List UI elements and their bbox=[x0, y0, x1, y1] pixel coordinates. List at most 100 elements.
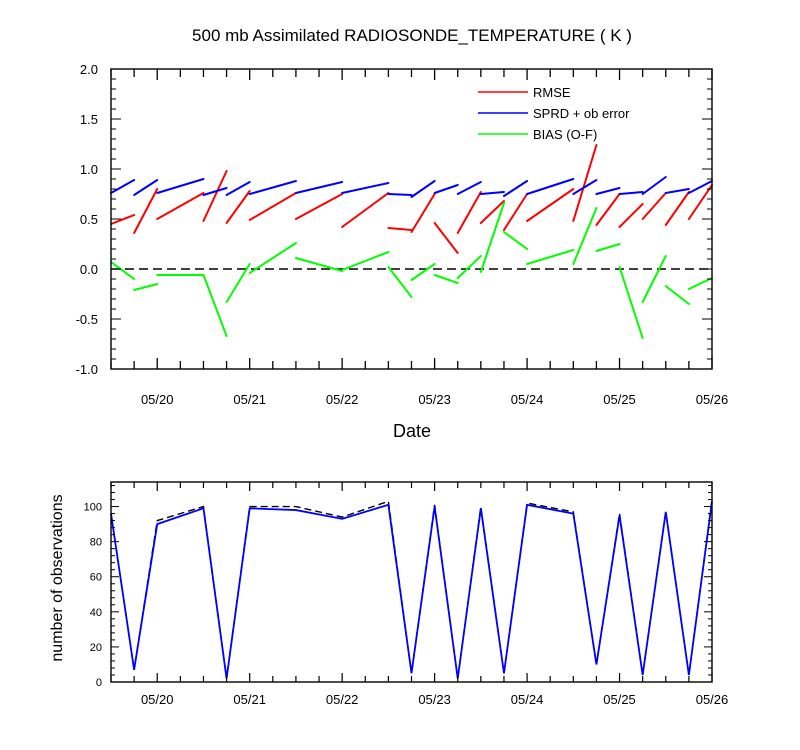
sprd-segment-17 bbox=[618, 191, 644, 195]
bottom-xtick-label: 05/21 bbox=[233, 692, 266, 707]
rmse-segment-5 bbox=[248, 192, 297, 221]
sprd-segment-13 bbox=[502, 180, 529, 197]
bias-segment-16 bbox=[595, 243, 621, 252]
bias-segment-8 bbox=[387, 266, 413, 298]
obs-assimilated-line bbox=[110, 501, 713, 679]
sprd-segment-20 bbox=[687, 180, 713, 194]
rmse-segment-0 bbox=[110, 214, 136, 225]
bottom-xtick-label: 05/26 bbox=[696, 692, 729, 707]
sprd-segment-10 bbox=[433, 184, 459, 194]
bias-segment-4 bbox=[225, 263, 251, 303]
rmse-segment-18 bbox=[641, 192, 667, 220]
bottom-ytick-label: 100 bbox=[84, 502, 102, 514]
bias-segment-0 bbox=[110, 261, 136, 280]
sprd-segment-16 bbox=[595, 187, 621, 195]
rmse-segment-11 bbox=[456, 191, 482, 234]
rmse-segment-15 bbox=[572, 144, 598, 222]
rmse-segment-19 bbox=[664, 191, 690, 226]
bottom-ytick-label: 60 bbox=[90, 572, 102, 584]
bias-segment-15 bbox=[572, 207, 598, 265]
rmse-segment-13 bbox=[502, 193, 529, 231]
top-ytick-label: -1.0 bbox=[76, 362, 98, 377]
top-ytick-label: 0.0 bbox=[80, 262, 98, 277]
bias-segment-10 bbox=[433, 274, 459, 284]
y-axis-label-observations: number of observations bbox=[49, 494, 66, 661]
bottom-xtick-label: 05/22 bbox=[326, 692, 359, 707]
bottom-ytick-label: 0 bbox=[96, 677, 102, 689]
bottom-xtick-label: 05/24 bbox=[511, 692, 544, 707]
bias-segment-3 bbox=[202, 274, 228, 337]
bias-segment-6 bbox=[294, 257, 344, 272]
bias-segment-13 bbox=[502, 231, 529, 250]
bottom-xtick-label: 05/23 bbox=[418, 692, 451, 707]
top-xtick-label: 05/23 bbox=[418, 392, 451, 407]
rmse-segment-9 bbox=[410, 193, 436, 233]
rmse-segment-14 bbox=[526, 188, 575, 222]
bias-segment-9 bbox=[410, 263, 436, 281]
top-ytick-label: 1.5 bbox=[80, 112, 98, 127]
top-xtick-label: 05/21 bbox=[233, 392, 266, 407]
sprd-segment-7 bbox=[341, 182, 390, 194]
sprd-segment-3 bbox=[202, 187, 228, 196]
chart-title: 500 mb Assimilated RADIOSONDE_TEMPERATUR… bbox=[192, 26, 632, 45]
rmse-segment-8 bbox=[387, 227, 413, 231]
top-xtick-label: 05/20 bbox=[141, 392, 174, 407]
legend-rmse-label: RMSE bbox=[533, 85, 571, 100]
sprd-segment-6 bbox=[294, 181, 344, 194]
sprd-segment-0 bbox=[110, 179, 136, 194]
sprd-segment-8 bbox=[387, 193, 413, 196]
bottom-xtick-label: 05/25 bbox=[603, 692, 636, 707]
bias-segment-1 bbox=[133, 283, 159, 291]
rmse-segment-20 bbox=[687, 184, 713, 220]
top-xtick-label: 05/26 bbox=[696, 392, 729, 407]
rmse-segment-2 bbox=[156, 192, 205, 220]
sprd-segment-5 bbox=[248, 180, 297, 195]
legend-bias-label: BIAS (O-F) bbox=[533, 127, 597, 142]
sprd-segment-1 bbox=[133, 179, 159, 196]
bottom-plot-frame bbox=[110, 481, 713, 683]
top-plot-area: -1.0 -0.5 0.0 0.5 1.0 1.5 2.0 05/20 05/21 05/22 05… bbox=[76, 62, 729, 407]
sprd-segment-19 bbox=[664, 188, 690, 194]
bias-segment-18 bbox=[641, 255, 667, 303]
bias-segment-5 bbox=[248, 242, 297, 274]
bias-segment-19 bbox=[664, 285, 690, 305]
bottom-ytick-label: 40 bbox=[90, 607, 102, 619]
rmse-segment-16 bbox=[595, 193, 621, 226]
bias-segment-14 bbox=[526, 249, 575, 265]
top-ytick-label: 0.5 bbox=[80, 212, 98, 227]
sprd-segment-14 bbox=[526, 178, 575, 195]
legend: RMSE SPRD + ob error BIAS (O-F) bbox=[478, 85, 630, 142]
sprd-segment-9 bbox=[410, 180, 436, 198]
rmse-segment-12 bbox=[479, 200, 505, 224]
bias-segment-7 bbox=[341, 251, 390, 271]
top-xtick-label: 05/25 bbox=[603, 392, 636, 407]
bias-segment-12 bbox=[479, 202, 505, 273]
bottom-ytick-label: 20 bbox=[90, 642, 102, 654]
top-ytick-label: -0.5 bbox=[76, 312, 98, 327]
x-axis-label: Date bbox=[393, 421, 431, 441]
legend-sprd-label: SPRD + ob error bbox=[533, 106, 630, 121]
bias-segment-17 bbox=[618, 266, 644, 339]
rmse-segment-1 bbox=[133, 188, 159, 234]
sprd-segment-18 bbox=[641, 176, 667, 195]
sprd-segment-15 bbox=[572, 179, 598, 195]
rmse-segment-6 bbox=[294, 193, 344, 220]
rmse-segment-7 bbox=[341, 192, 390, 228]
bias-segment-20 bbox=[687, 277, 713, 290]
sprd-segment-4 bbox=[225, 181, 251, 196]
sprd-segment-11 bbox=[456, 181, 482, 195]
bottom-xtick-label: 05/20 bbox=[141, 692, 174, 707]
sprd-segment-2 bbox=[156, 178, 205, 194]
top-xtick-label: 05/24 bbox=[511, 392, 544, 407]
bottom-plot-area: 0 20 40 60 80 100 05/20 05/21 05/22 05/23 05/24 05/… bbox=[84, 481, 729, 707]
bottom-ytick-label: 80 bbox=[90, 537, 102, 549]
rmse-segment-17 bbox=[618, 203, 644, 228]
top-xtick-label: 05/22 bbox=[326, 392, 359, 407]
top-ytick-label: 1.0 bbox=[80, 162, 98, 177]
rmse-segment-4 bbox=[225, 190, 251, 224]
bias-segment-11 bbox=[456, 255, 482, 279]
top-ytick-label: 2.0 bbox=[80, 62, 98, 77]
rmse-segment-3 bbox=[202, 170, 228, 222]
rmse-segment-10 bbox=[433, 222, 459, 254]
